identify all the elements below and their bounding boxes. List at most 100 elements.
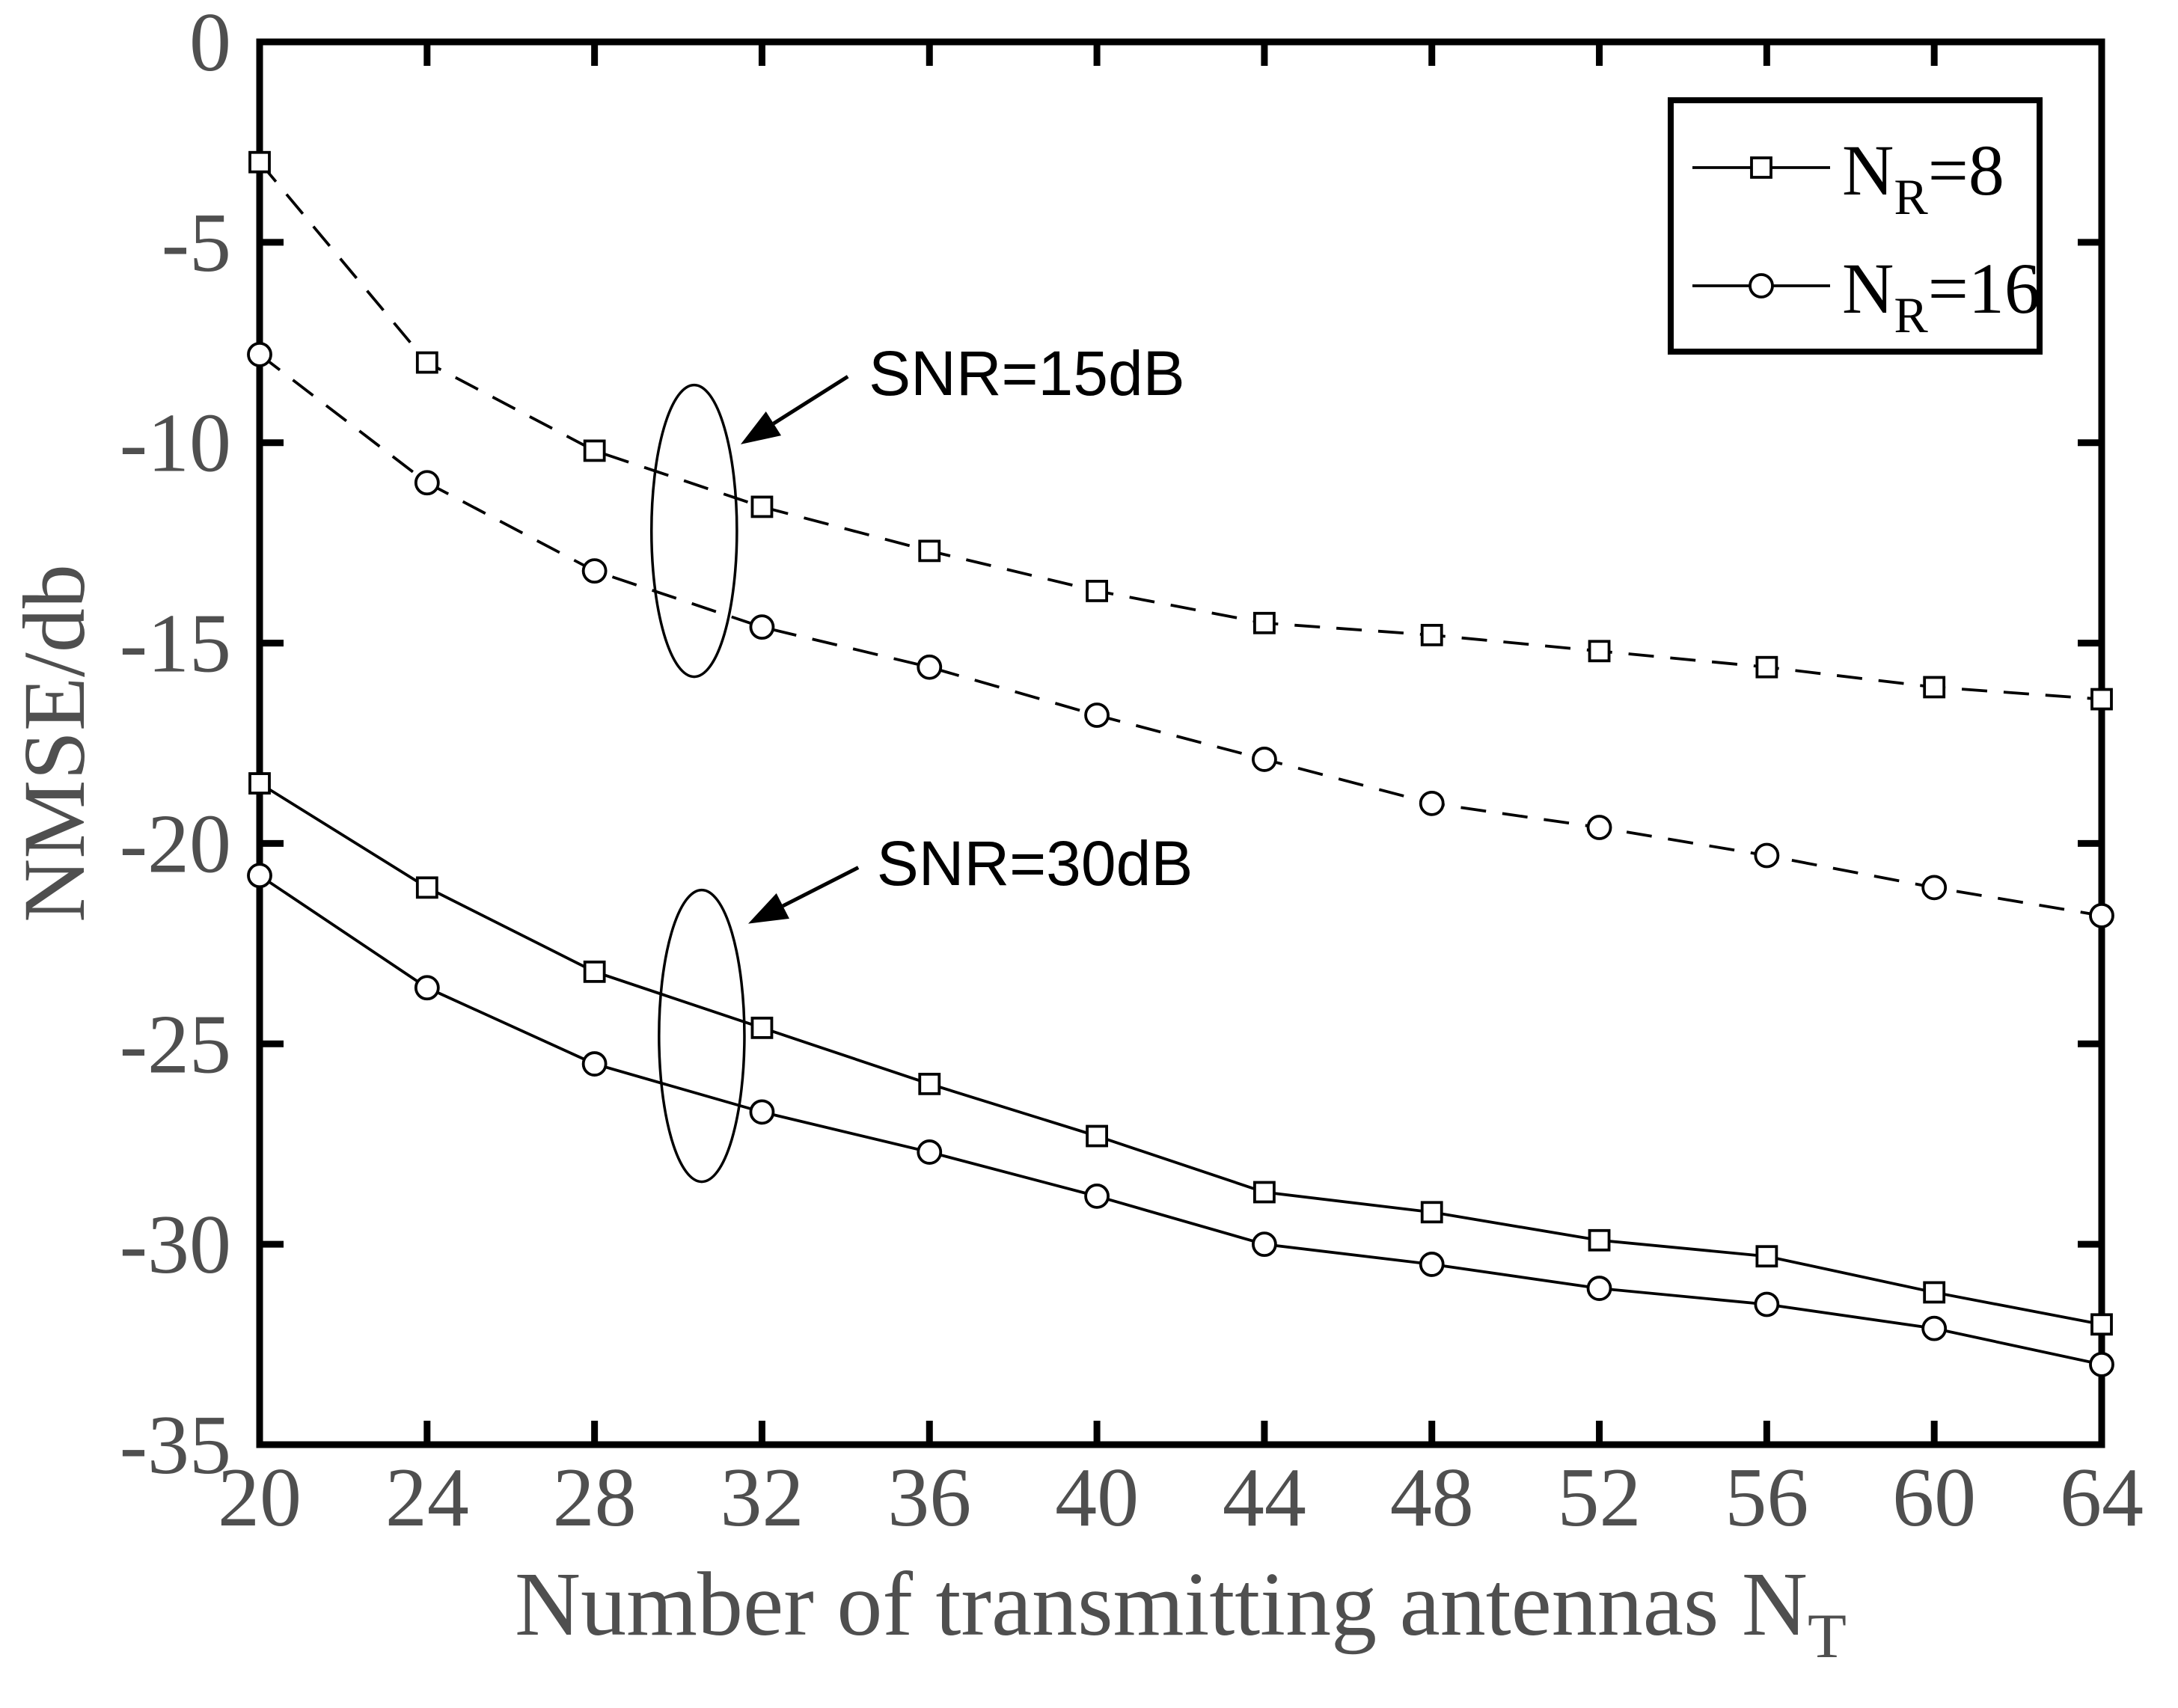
square-marker (750, 495, 774, 518)
circle-marker (1419, 1252, 1445, 1277)
circle-marker (1252, 1231, 1277, 1258)
x-tick-label: 48 (1390, 1451, 1474, 1544)
x-tick-label: 56 (1725, 1451, 1808, 1544)
legend-entry-NR8: NR=8 (1692, 130, 2004, 225)
square-marker (1253, 1181, 1276, 1204)
series-nr8-snr30 (248, 772, 2113, 1336)
square-marker (1588, 1228, 1611, 1252)
circle-marker (247, 341, 272, 367)
annotation-text: SNR=15dB (869, 338, 1185, 408)
legend-entry-NR16: NR=16 (1692, 248, 2040, 343)
square-marker (1086, 1124, 1108, 1148)
x-tick-label: 44 (1223, 1451, 1306, 1544)
annotation-arrowhead (740, 411, 782, 444)
legend: NR=8 NR=16 (1668, 97, 2043, 355)
x-tick-label: 32 (720, 1451, 804, 1544)
square-marker (248, 772, 271, 795)
x-tick-label: 40 (1055, 1451, 1139, 1544)
x-tick-label: 28 (553, 1451, 637, 1544)
circle-marker (1754, 1291, 1780, 1317)
x-tick-label: 64 (2060, 1451, 2144, 1544)
y-tick-label: -25 (120, 998, 231, 1091)
square-marker (1588, 640, 1611, 663)
square-marker (1923, 1281, 1946, 1304)
square-marker (415, 351, 438, 374)
y-tick-label: -5 (162, 197, 231, 290)
x-tick-label: 20 (218, 1451, 302, 1544)
square-marker (1755, 655, 1778, 679)
circle-marker (917, 1139, 943, 1165)
square-marker (918, 539, 941, 563)
y-tick-label: -15 (120, 598, 231, 691)
square-marker (415, 876, 438, 899)
circle-marker (247, 863, 272, 889)
x-tick-label: 52 (1558, 1451, 1642, 1544)
circle-marker (581, 558, 608, 584)
annotation-ellipse (649, 383, 738, 679)
square-marker (583, 439, 606, 462)
circle-marker (749, 614, 775, 640)
circle-marker (1921, 875, 1948, 901)
annotation-arrowhead (747, 893, 789, 924)
square-marker (1750, 156, 1772, 179)
circle-marker (2089, 1351, 2114, 1377)
y-tick-label: -30 (120, 1199, 231, 1291)
x-tick-label: 36 (887, 1451, 971, 1544)
square-marker (2090, 688, 2113, 711)
square-marker (583, 960, 606, 983)
y-tick-label: -20 (120, 798, 231, 890)
x-tick-label: 24 (385, 1451, 469, 1544)
series-line-nr8-snr30 (258, 782, 2102, 1326)
circle-marker (1084, 703, 1110, 728)
circle-marker (414, 470, 440, 496)
legend-box (1668, 97, 2043, 355)
circle-marker (917, 654, 943, 680)
x-tick-label: 60 (1892, 1451, 1976, 1544)
x-axis-label: Number of transmitting antennas NT (515, 1554, 1847, 1671)
square-marker (1923, 676, 1946, 699)
square-marker (1253, 611, 1276, 634)
series-line-nr8-snr15 (258, 161, 2102, 701)
circle-marker (1419, 790, 1445, 816)
series-nr8-snr15 (248, 150, 2113, 711)
square-marker (2090, 1313, 2113, 1336)
circle-marker (1586, 815, 1612, 840)
annotation-text: SNR=30dB (877, 828, 1193, 899)
annotation-arrow (782, 866, 860, 908)
circle-marker (1252, 747, 1277, 772)
square-marker (918, 1072, 941, 1095)
circle-marker (1084, 1183, 1110, 1209)
y-tick-label: -10 (120, 397, 231, 490)
series-nr16-snr15 (247, 341, 2114, 928)
series-nr16-snr30 (247, 863, 2114, 1377)
square-marker (750, 1016, 774, 1039)
axis-ticks (256, 38, 2105, 1448)
square-marker (1420, 623, 1443, 646)
circle-marker (414, 975, 440, 1001)
legend-label: NR=8 (1842, 130, 2004, 225)
series-line-nr16-snr15 (258, 353, 2102, 917)
tick-labels: 20 24 28 32 36 40 44 48 52 56 60 64 0 -5 -10 -15 -20 -25 -… (120, 0, 2144, 1544)
legend-label: NR=16 (1842, 248, 2040, 343)
axes-box (256, 38, 2105, 1448)
circle-marker (581, 1051, 608, 1077)
circle-marker (1749, 273, 1774, 299)
circle-marker (749, 1099, 775, 1125)
annotation-arrow (772, 375, 849, 426)
circle-marker (1586, 1276, 1612, 1301)
circle-marker (1754, 842, 1780, 869)
y-tick-label: 0 (189, 0, 231, 89)
series-line-nr16-snr30 (258, 874, 2102, 1366)
y-axis-label: NMSE/db (5, 564, 103, 922)
annotations: SNR=15dB SNR=30dB (649, 338, 1193, 1184)
square-marker (1755, 1245, 1778, 1268)
y-tick-label: -35 (120, 1399, 231, 1492)
square-marker (1420, 1201, 1443, 1224)
annotation-ellipse (658, 888, 746, 1184)
circle-marker (1921, 1315, 1948, 1341)
circle-marker (2089, 902, 2114, 928)
square-marker (248, 150, 271, 174)
square-marker (1086, 580, 1108, 602)
